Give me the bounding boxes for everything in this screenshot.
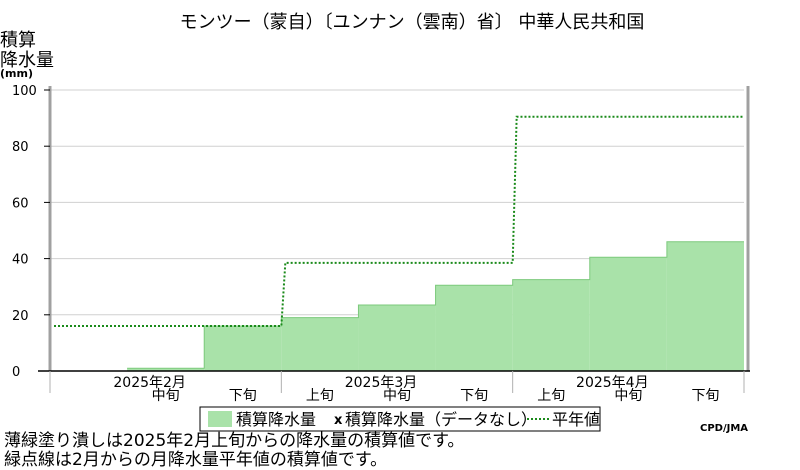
normal-series bbox=[54, 115, 744, 328]
precip-bar bbox=[127, 368, 205, 371]
plot-frame bbox=[38, 86, 750, 393]
precip-bar bbox=[281, 317, 359, 371]
legend-marker-nodata: x bbox=[334, 413, 343, 428]
y-axis-unit: (mm) bbox=[0, 67, 33, 80]
x-dekad-label: 下旬 bbox=[229, 388, 257, 404]
y-tick-label: 80 bbox=[12, 140, 29, 155]
x-month-label: 2025年2月 bbox=[113, 375, 186, 391]
normal-line bbox=[54, 115, 744, 328]
legend-label-normal: 平年値 bbox=[552, 410, 600, 429]
precip-bar bbox=[435, 285, 513, 371]
y-tick-label: 100 bbox=[12, 84, 37, 99]
x-dekad-label: 中旬 bbox=[614, 388, 642, 404]
precip-bar bbox=[666, 241, 744, 371]
y-tick-label: 20 bbox=[12, 309, 29, 324]
legend-label-precip: 積算降水量 bbox=[236, 410, 316, 429]
legend-label-nodata: 積算降水量（データなし） bbox=[345, 410, 537, 429]
legend: 積算降水量 x 積算降水量（データなし） 平年値 bbox=[199, 406, 601, 432]
x-month-label: 2025年3月 bbox=[345, 375, 418, 391]
y-axis-label-line2: 降水量 bbox=[0, 50, 54, 71]
precip-bar bbox=[512, 279, 590, 371]
y-axis-label-line1: 積算 bbox=[0, 30, 36, 51]
x-dekad-label: 下旬 bbox=[460, 388, 488, 404]
y-tick-labels: 0 20 40 60 80 100 bbox=[12, 84, 37, 380]
chart-title: モンツー（蒙自）〔ユンナン（雲南）省〕 中華人民共和国 bbox=[180, 12, 645, 33]
legend-box bbox=[199, 406, 601, 432]
footnote-dotted: 緑点線は2月からの月降水量平年値の積算値です。 bbox=[4, 450, 388, 470]
x-dekad-label: 中旬 bbox=[383, 388, 411, 404]
legend-swatch-precip bbox=[208, 411, 232, 427]
x-month-label: 2025年4月 bbox=[576, 375, 649, 391]
x-dekad-label: 上旬 bbox=[306, 388, 334, 404]
x-dekad-label: 中旬 bbox=[152, 388, 180, 404]
footnote-fill: 薄緑塗り潰しは2025年2月上旬からの降水量の積算値です。 bbox=[4, 431, 465, 451]
precip-bar bbox=[204, 326, 282, 371]
x-dekad-label: 下旬 bbox=[691, 388, 719, 404]
x-dekad-label: 上旬 bbox=[537, 388, 565, 404]
precip-bar bbox=[589, 257, 667, 371]
credit-text: CPD/JMA bbox=[700, 423, 748, 434]
y-tick-label: 40 bbox=[12, 253, 29, 268]
precip-series bbox=[127, 241, 744, 371]
y-tick-label: 0 bbox=[12, 365, 20, 380]
precip-bar bbox=[358, 304, 436, 371]
y-tick-label: 60 bbox=[12, 196, 29, 211]
